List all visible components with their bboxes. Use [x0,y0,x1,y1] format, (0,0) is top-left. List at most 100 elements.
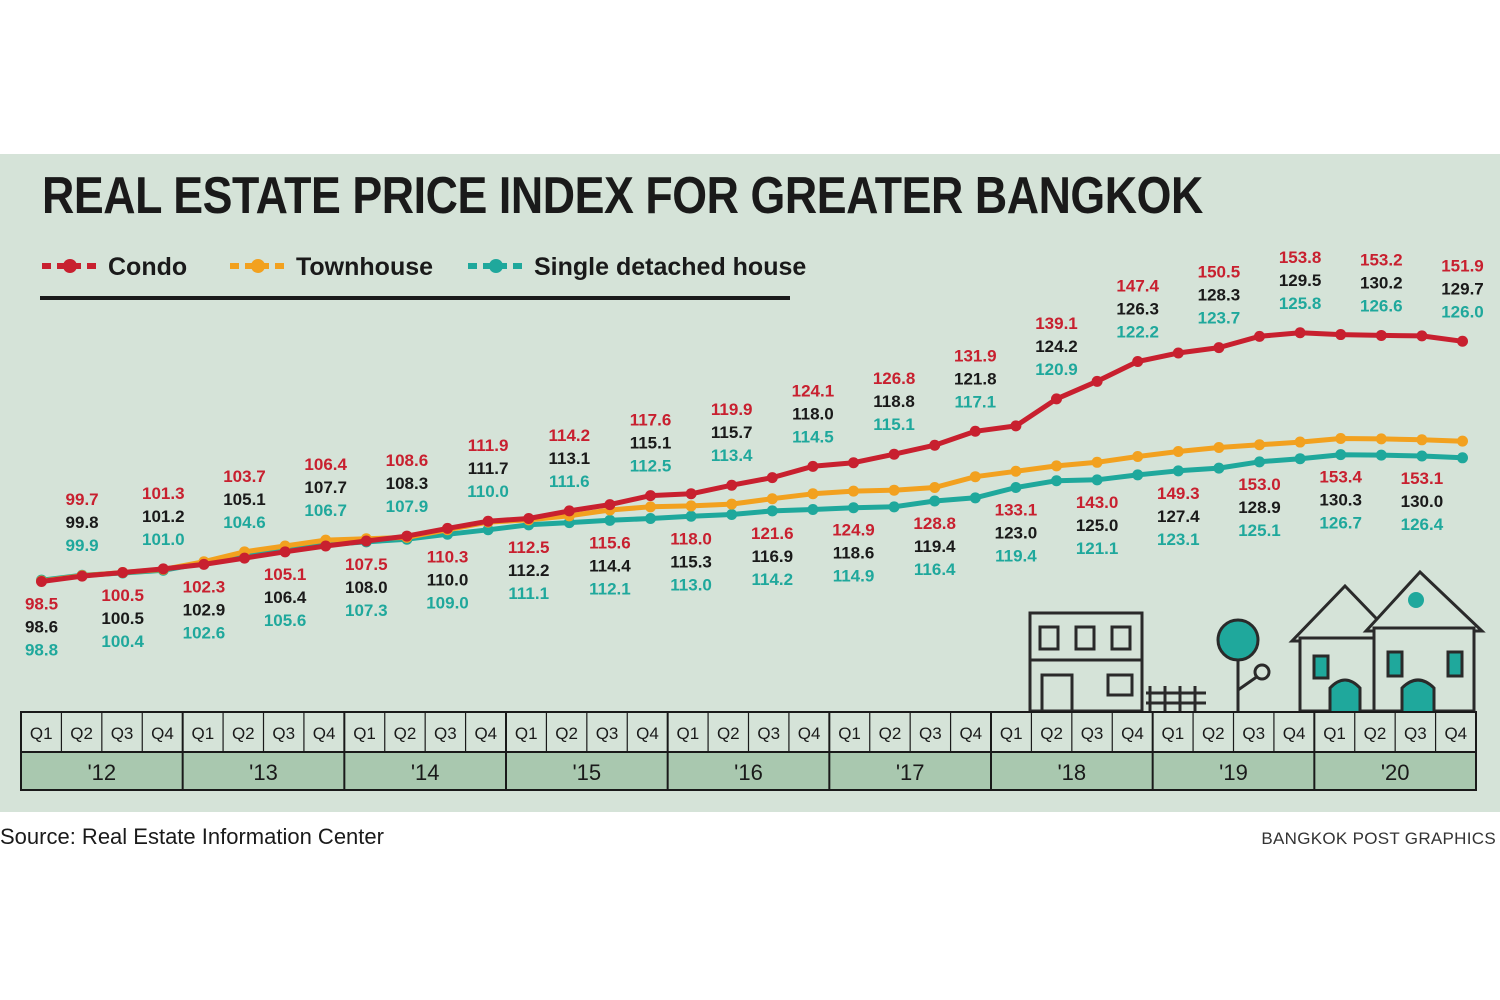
point-single [766,505,778,517]
data-label-condo: 121.6 [751,524,794,543]
point-condo [929,439,941,451]
legend-item-condo: Condo [42,253,187,281]
data-label-condo: 111.9 [468,436,509,455]
data-label-condo: 133.1 [995,500,1038,519]
legend-label-condo: Condo [108,253,187,281]
data-label-townhouse: 118.0 [792,404,834,423]
quarter-tick-label: Q1 [353,724,376,743]
data-label-townhouse: 99.8 [66,513,99,532]
point-condo [117,567,129,579]
data-label-condo: 139.1 [1035,314,1078,333]
data-label-single: 121.1 [1076,539,1119,558]
point-single [1294,453,1306,465]
point-single [807,504,819,516]
data-label-single: 120.9 [1035,360,1078,379]
point-single [726,508,738,520]
data-label-condo: 102.3 [183,577,226,596]
data-label-condo: 98.5 [25,595,58,614]
quarter-tick-label: Q4 [959,724,982,743]
year-band [21,752,1476,790]
point-single [1416,450,1428,462]
point-condo [1132,356,1144,368]
point-townhouse [1010,465,1022,477]
point-single [1132,469,1144,481]
data-label-condo: 108.6 [386,451,429,470]
data-label-single: 111.6 [549,472,590,491]
point-townhouse [929,481,941,493]
series-line-condo [39,330,1465,584]
data-label-single: 126.7 [1319,514,1362,533]
point-condo [848,457,859,469]
data-label-single: 113.0 [670,575,712,594]
legend-item-single: Single detached house [468,253,806,281]
data-label-single: 113.4 [711,446,753,465]
quarter-tick-label: Q2 [879,724,902,743]
point-single [685,510,697,522]
point-single [1335,449,1347,461]
data-label-condo: 126.8 [873,369,916,388]
data-label-single: 112.5 [630,457,672,476]
house-icon-2 [1362,569,1486,713]
data-label-condo: 149.3 [1157,484,1200,503]
data-label-townhouse: 130.2 [1360,273,1403,292]
point-townhouse [969,471,981,483]
year-tick-label: '12 [87,760,116,785]
data-label-condo: 150.5 [1198,263,1241,282]
data-label-condo: 153.2 [1360,250,1403,269]
point-single [848,502,859,514]
point-condo [1335,329,1347,341]
data-label-townhouse: 119.4 [914,537,956,556]
data-label-condo: 106.4 [304,455,347,474]
data-label-single: 110.0 [467,482,509,501]
x-axis: Q1 Q2 Q3 Q4 '12 Q1 Q2 Q3 Q4 '13 Q1 Q2 Q3 Q4 '14 Q1 Q2 Q3 Q… [20,711,1477,791]
quarter-tick-label: Q3 [1081,724,1104,743]
data-label-condo: 153.0 [1238,475,1281,494]
point-condo [401,530,413,542]
data-label-townhouse: 118.8 [873,392,915,411]
quarter-tick-label: Q1 [1000,724,1023,743]
data-label-townhouse: 130.3 [1319,491,1362,510]
data-label-condo: 119.9 [711,400,753,419]
data-label-single: 122.2 [1116,323,1159,342]
credit-note: BANGKOK POST GRAPHICS [1261,829,1496,848]
point-single [1172,465,1184,477]
data-label-condo: 143.0 [1076,493,1119,512]
point-townhouse [888,484,900,496]
data-label-condo: 101.3 [142,484,185,503]
point-townhouse [685,500,697,512]
data-label-single: 109.0 [426,593,469,612]
quarter-tick-label: Q3 [596,724,619,743]
point-condo [888,448,900,460]
point-townhouse [848,485,859,497]
point-condo [563,505,575,517]
point-condo [1051,393,1062,405]
data-label-single: 114.5 [792,427,834,446]
quarter-tick-label: Q4 [798,724,821,743]
quarter-tick-label: Q3 [1242,724,1265,743]
data-label-condo: 124.9 [832,521,875,540]
data-label-single: 101.0 [142,530,185,549]
data-label-townhouse: 107.7 [304,478,347,497]
point-townhouse [1172,446,1184,458]
data-label-townhouse: 98.6 [25,618,58,637]
year-tick-label: '18 [1057,760,1086,785]
data-label-townhouse: 102.9 [183,600,226,619]
data-label-townhouse: 114.4 [589,556,631,575]
data-label-single: 114.9 [833,567,875,586]
point-townhouse [1254,439,1265,451]
quarter-tick-label: Q2 [232,724,255,743]
data-label-single: 123.7 [1198,309,1241,328]
point-condo [36,576,47,588]
data-label-single: 126.0 [1441,302,1484,321]
data-label-single: 102.6 [183,623,226,642]
data-label-single: 111.1 [508,584,549,603]
point-single [1254,456,1265,468]
data-label-single: 125.8 [1279,294,1322,313]
point-condo [1254,330,1265,342]
data-label-condo: 110.3 [427,547,469,566]
data-label-single: 126.6 [1360,296,1403,315]
data-label-condo: 151.9 [1441,256,1484,275]
data-label-single: 100.4 [101,632,144,651]
data-label-townhouse: 108.0 [345,578,388,597]
data-label-condo: 153.8 [1279,248,1322,267]
